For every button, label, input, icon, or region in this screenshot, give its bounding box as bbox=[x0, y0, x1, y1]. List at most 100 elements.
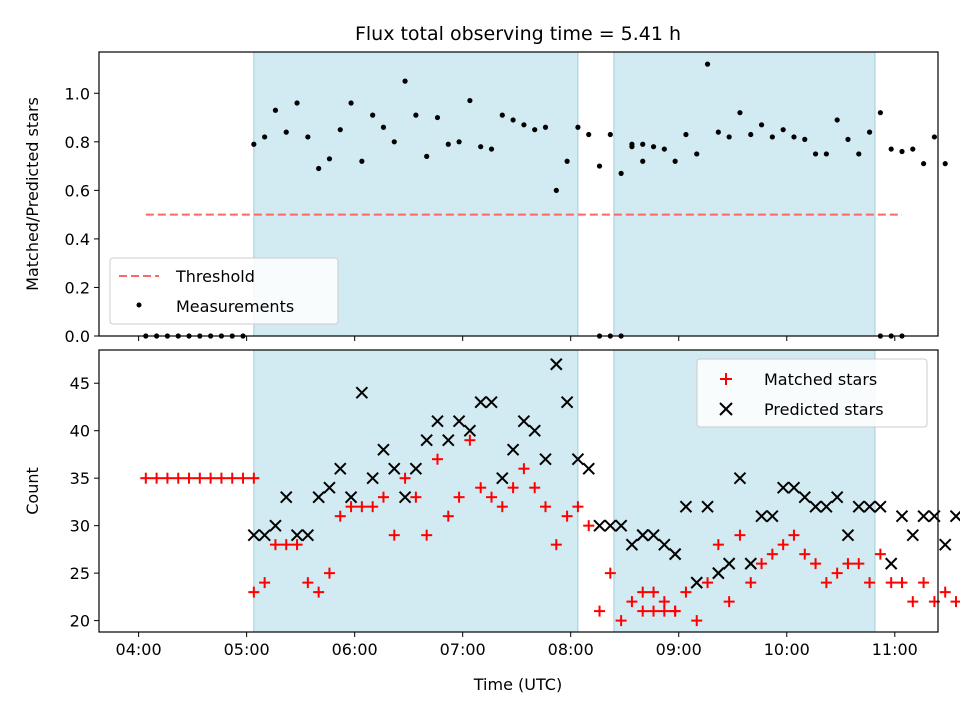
bottom-matched-stars-point bbox=[194, 472, 206, 484]
bottom-matched-stars-point bbox=[237, 472, 249, 484]
bottom-predicted-stars-point bbox=[463, 424, 477, 437]
top-axes-frame bbox=[98, 51, 939, 337]
top-measurements-point bbox=[704, 61, 711, 67]
top-measurements-point bbox=[942, 161, 948, 167]
top-y-tick-label: 1.0 bbox=[65, 84, 90, 103]
bottom-predicted-stars-point bbox=[766, 509, 779, 523]
bottom-predicted-stars-point bbox=[528, 424, 541, 437]
bottom-predicted-stars-point bbox=[539, 452, 552, 466]
x-tick-label: 10:00 bbox=[764, 640, 810, 659]
legend-predicted-label: Predicted stars bbox=[764, 400, 884, 419]
bottom-predicted-stars-point bbox=[776, 481, 790, 494]
top-measurements-point bbox=[316, 165, 322, 172]
bottom-matched-stars-point bbox=[626, 596, 638, 608]
bottom-matched-stars-point bbox=[658, 605, 670, 617]
top-measurements-point bbox=[434, 114, 441, 121]
top-measurements-point bbox=[575, 124, 581, 130]
bottom-predicted-stars-point bbox=[841, 528, 855, 542]
bottom-matched-stars-point bbox=[864, 577, 876, 589]
top-measurements-point bbox=[640, 141, 646, 147]
top-panel: 0.0 0.2 0.4 0.6 0.8 1.0 bbox=[65, 51, 948, 346]
top-measurements-point bbox=[888, 146, 894, 152]
bottom-matched-stars-point bbox=[766, 548, 778, 560]
top-legend-box bbox=[109, 257, 339, 325]
top-measurements-point bbox=[726, 134, 732, 140]
bottom-matched-stars-point bbox=[410, 491, 422, 503]
bottom-y-tick-label: 45 bbox=[70, 374, 90, 393]
bottom-predicted-stars-point bbox=[701, 500, 714, 513]
top-measurements-point bbox=[283, 129, 289, 135]
x-tick-label: 11:00 bbox=[872, 640, 918, 659]
top-measurements-point bbox=[456, 139, 462, 145]
top-measurements-point bbox=[780, 127, 786, 133]
x-tick-label: 05:00 bbox=[224, 640, 270, 659]
top-measurements-point bbox=[532, 127, 538, 133]
bottom-matched-stars-point bbox=[453, 491, 465, 503]
top-measurements-point bbox=[564, 158, 570, 164]
top-measurements-point bbox=[391, 139, 397, 145]
bottom-matched-stars-point bbox=[475, 482, 487, 494]
bottom-predicted-stars-point bbox=[895, 509, 909, 523]
top-measurements-point bbox=[596, 163, 603, 169]
bottom-predicted-stars-point bbox=[323, 481, 336, 494]
bottom-predicted-stars-point bbox=[452, 415, 466, 428]
top-measurements-point bbox=[834, 117, 840, 123]
bottom-predicted-stars-point bbox=[312, 490, 325, 504]
bottom-matched-stars-point bbox=[712, 539, 724, 551]
bottom-matched-stars-point bbox=[259, 577, 271, 589]
top-measurements-point bbox=[488, 146, 495, 152]
bottom-predicted-stars-point bbox=[614, 519, 628, 532]
bottom-shaded-region-1 bbox=[253, 349, 579, 633]
top-measurements-point bbox=[607, 131, 613, 138]
bottom-matched-stars-point bbox=[529, 482, 541, 494]
bottom-matched-stars-point bbox=[140, 472, 152, 484]
bottom-matched-stars-point bbox=[388, 529, 400, 541]
bottom-predicted-stars-point bbox=[798, 490, 811, 504]
bottom-predicted-stars-point bbox=[874, 500, 887, 513]
bottom-predicted-stars-point bbox=[938, 538, 952, 551]
bottom-predicted-stars-point bbox=[830, 490, 844, 504]
top-measurements-point bbox=[272, 107, 279, 113]
bottom-matched-stars-point bbox=[485, 491, 497, 503]
bottom-y-tick-label: 30 bbox=[70, 517, 90, 536]
bottom-matched-stars-point bbox=[442, 510, 454, 522]
x-tick-label: 08:00 bbox=[548, 640, 594, 659]
bottom-matched-stars-point bbox=[464, 434, 476, 446]
bottom-predicted-stars-point bbox=[917, 509, 930, 523]
x-tick-label: 06:00 bbox=[332, 640, 378, 659]
top-measurements-point bbox=[380, 124, 387, 130]
top-measurements-point bbox=[694, 151, 700, 157]
top-measurements-point bbox=[823, 151, 829, 157]
top-measurements-point bbox=[251, 141, 257, 147]
top-measurements-point bbox=[629, 141, 635, 147]
top-measurements-point bbox=[715, 129, 721, 135]
top-measurements-point bbox=[618, 170, 624, 176]
bottom-matched-stars-point bbox=[572, 501, 584, 513]
bottom-predicted-stars-point bbox=[560, 396, 574, 409]
legend-predicted-swatch bbox=[719, 402, 733, 416]
bottom-predicted-stars-point bbox=[744, 557, 757, 570]
top-measurements-point bbox=[521, 122, 527, 128]
top-y-tick-label: 0.0 bbox=[65, 327, 90, 346]
top-measurements-point bbox=[845, 136, 851, 142]
bottom-predicted-stars-point bbox=[722, 557, 736, 570]
top-measurements-point bbox=[413, 112, 419, 118]
bottom-matched-stars-point bbox=[756, 558, 768, 570]
bottom-matched-stars-point bbox=[561, 510, 573, 522]
top-measurements-point bbox=[748, 131, 754, 138]
x-tick-label: 04:00 bbox=[116, 640, 162, 659]
bottom-matched-stars-point bbox=[777, 539, 789, 551]
top-measurements-point bbox=[650, 144, 657, 150]
bottom-matched-stars-point bbox=[280, 539, 292, 551]
top-y-tick-label: 0.8 bbox=[65, 133, 90, 152]
top-measurements-point bbox=[758, 122, 765, 128]
bottom-matched-stars-point bbox=[334, 510, 346, 522]
bottom-predicted-stars-point bbox=[280, 490, 293, 504]
bottom-predicted-stars-point bbox=[474, 396, 487, 409]
bottom-matched-stars-point bbox=[161, 472, 173, 484]
top-measurements-point bbox=[661, 146, 667, 152]
bottom-matched-stars-point bbox=[874, 548, 886, 560]
top-measurements-point bbox=[931, 134, 937, 140]
bottom-matched-stars-point bbox=[788, 529, 800, 541]
bottom-matched-stars-point bbox=[820, 577, 832, 589]
